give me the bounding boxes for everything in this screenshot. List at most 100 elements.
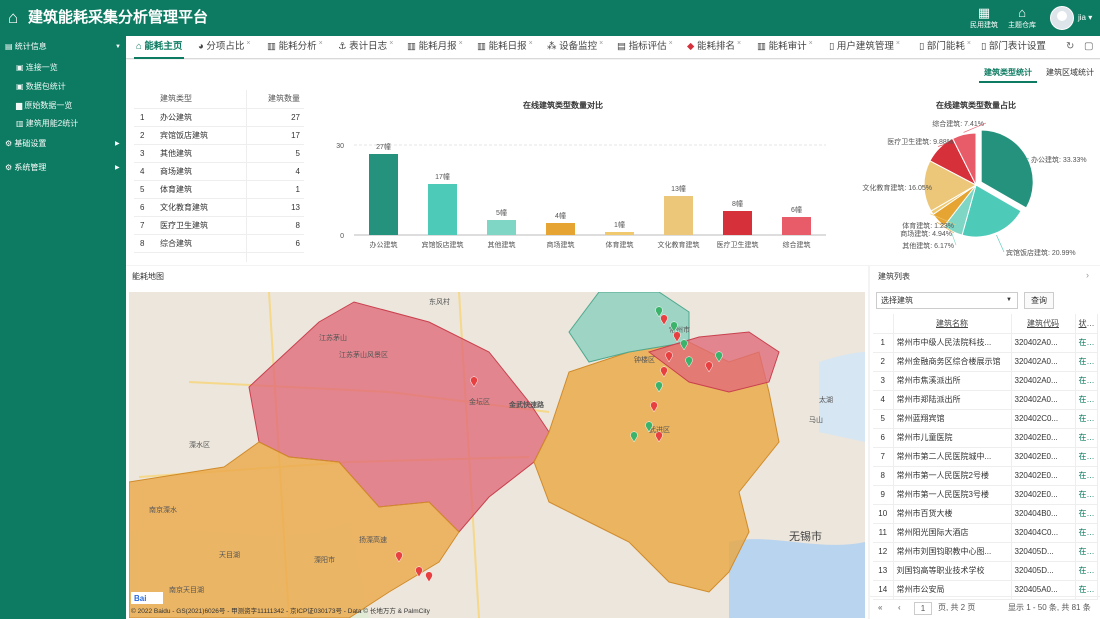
first-page-icon[interactable]: «	[878, 603, 883, 612]
table-row[interactable]: 1 常州市中级人民法院科技... 320402A0... 在线	[873, 333, 1098, 353]
bar[interactable]	[664, 196, 693, 235]
pie-slice[interactable]	[980, 129, 1034, 209]
building-name[interactable]: 常州市公安局	[893, 580, 1012, 600]
bar[interactable]	[487, 220, 516, 235]
menu-base-settings[interactable]: ⚙ 基础设置 ▶	[5, 139, 120, 148]
pie-slice[interactable]	[961, 184, 1022, 238]
building-name[interactable]: 常州市第一人民医院2号楼	[893, 466, 1012, 486]
close-icon[interactable]: ×	[389, 40, 394, 47]
tab-item-ratio[interactable]: ◕ 分项占比 ×	[198, 40, 251, 52]
building-pin-icon[interactable]	[673, 331, 681, 343]
chevron-right-icon[interactable]: ›	[1086, 270, 1089, 280]
building-pin-icon[interactable]	[650, 401, 658, 413]
pie-slice[interactable]	[951, 132, 977, 186]
table-row[interactable]: 12 常州市刘国钧职教中心图... 320405D... 在线	[873, 542, 1098, 562]
building-name[interactable]: 常州金融商务区综合楼展示馆	[893, 352, 1012, 372]
table-row[interactable]: 7 医疗卫生建筑 8	[134, 216, 304, 235]
building-pin-icon[interactable]	[470, 376, 478, 388]
subtab-building-region[interactable]: 建筑区域统计	[1046, 68, 1094, 77]
close-icon[interactable]: ×	[668, 40, 673, 47]
table-row[interactable]: 5 常州蓝翔宾馆 320402C0... 在线	[873, 409, 1098, 429]
close-icon[interactable]: ×	[966, 40, 971, 47]
bar[interactable]	[782, 217, 811, 235]
table-row[interactable]: 7 常州市第二人民医院城中... 320402E0... 在线	[873, 447, 1098, 467]
building-pin-icon[interactable]	[660, 314, 668, 326]
page-input[interactable]: 1	[914, 602, 932, 615]
building-name[interactable]: 常州市焦溪派出所	[893, 371, 1012, 391]
prev-page-icon[interactable]: ‹	[898, 603, 901, 612]
building-name[interactable]: 常州市第一人民医院3号楼	[893, 485, 1012, 505]
col-header-status[interactable]: 状态	[1075, 314, 1098, 334]
building-pin-icon[interactable]	[705, 361, 713, 373]
tab-daily-report[interactable]: ▥ 能耗日报 ×	[477, 40, 533, 52]
building-select[interactable]: 选择建筑 ▼	[876, 292, 1018, 309]
sidebar-item-energy-stats[interactable]: ▥ 建筑用能2统计	[16, 119, 79, 128]
table-row[interactable]: 8 常州市第一人民医院2号楼 320402E0... 在线	[873, 466, 1098, 486]
tab-device-monitor[interactable]: ⁂ 设备监控 ×	[547, 40, 604, 52]
sidebar-item-connections[interactable]: ▣ 连接一览	[16, 63, 58, 72]
avatar[interactable]	[1050, 6, 1074, 30]
sidebar-item-raw-data[interactable]: ▆ 原始数据一览	[16, 101, 73, 110]
table-row[interactable]: 10 常州市百货大楼 320404B0... 在线	[873, 504, 1098, 524]
tab-meter-log[interactable]: ⚓ 表计日志 ×	[338, 40, 394, 52]
close-icon[interactable]: ×	[895, 40, 900, 47]
tab-energy-analysis[interactable]: ▥ 能耗分析 ×	[267, 40, 323, 52]
map-canvas[interactable]: 江苏茅山 东风村 江苏茅山风景区 金坛区 金武快速路 钟楼区 武进区 溧水区 溧…	[129, 292, 865, 618]
energy-map[interactable]: 江苏茅山 东风村 江苏茅山风景区 金坛区 金武快速路 钟楼区 武进区 溧水区 溧…	[129, 292, 865, 618]
building-name[interactable]: 常州市儿童医院	[893, 428, 1012, 448]
tab-home[interactable]: ⌂ 能耗主页	[134, 36, 185, 59]
building-pin-icon[interactable]	[660, 366, 668, 378]
close-icon[interactable]: ×	[808, 40, 813, 47]
building-name[interactable]: 常州阳光国际大酒店	[893, 523, 1012, 543]
building-name[interactable]: 常州市郑陆派出所	[893, 390, 1012, 410]
building-name[interactable]: 常州市刘国钧职教中心图...	[893, 542, 1012, 562]
table-row[interactable]: 4 商场建筑 4	[134, 162, 304, 181]
building-pin-icon[interactable]	[655, 431, 663, 443]
table-row[interactable]: 4 常州市郑陆派出所 320402A0... 在线	[873, 390, 1098, 410]
close-icon[interactable]: ×	[318, 40, 323, 47]
bar[interactable]	[428, 184, 457, 235]
bar[interactable]	[605, 232, 634, 235]
col-header-code[interactable]: 建筑代码	[1011, 314, 1076, 334]
tab-dept-meter-settings[interactable]: ▯ 部门表计设置	[981, 41, 1046, 52]
table-row[interactable]: 6 常州市儿童医院 320402E0... 在线	[873, 428, 1098, 448]
building-pin-icon[interactable]	[630, 431, 638, 443]
close-icon[interactable]: ×	[246, 40, 251, 47]
sidebar-item-packets[interactable]: ▣ 数据包统计	[16, 82, 66, 91]
building-pin-icon[interactable]	[395, 551, 403, 563]
building-name[interactable]: 刘国钧高等职业技术学校	[893, 561, 1012, 581]
table-row[interactable]: 2 常州金融商务区综合楼展示馆 320402A0... 在线	[873, 352, 1098, 372]
table-row[interactable]: 13 刘国钧高等职业技术学校 320405D... 在线	[873, 561, 1098, 581]
table-row[interactable]: 11 常州阳光国际大酒店 320404C0... 在线	[873, 523, 1098, 543]
building-pin-icon[interactable]	[665, 351, 673, 363]
building-pin-icon[interactable]	[715, 351, 723, 363]
building-pin-icon[interactable]	[670, 321, 678, 333]
home-icon[interactable]: ⌂	[8, 8, 19, 27]
civil-building-button[interactable]: ▦ 民用建筑	[964, 4, 1004, 31]
map-region-tianning[interactable]	[647, 331, 780, 393]
building-name[interactable]: 常州市中级人民法院科技...	[893, 333, 1012, 353]
table-row[interactable]: 3 常州市焦溪派出所 320402A0... 在线	[873, 371, 1098, 391]
bar[interactable]	[723, 211, 752, 235]
table-row[interactable]: 8 综合建筑 6	[134, 234, 304, 253]
theme-repo-button[interactable]: ⌂ 主题仓库	[1002, 4, 1042, 31]
subtab-building-type[interactable]: 建筑类型统计	[979, 63, 1037, 83]
tab-dept-energy[interactable]: ▯ 部门能耗 ×	[919, 40, 971, 52]
building-name[interactable]: 常州市百货大楼	[893, 504, 1012, 524]
query-button[interactable]: 查询	[1024, 292, 1054, 309]
building-pin-icon[interactable]	[645, 421, 653, 433]
tab-energy-audit[interactable]: ▥ 能耗审计 ×	[757, 40, 813, 52]
table-row[interactable]: 2 宾馆饭店建筑 17	[134, 126, 304, 145]
table-row[interactable]: 3 其他建筑 5	[134, 144, 304, 163]
bar[interactable]	[546, 223, 575, 235]
menu-stats[interactable]: ▤ 统计信息 ▼	[5, 42, 121, 51]
close-icon[interactable]: ×	[599, 40, 604, 47]
building-pin-icon[interactable]	[685, 356, 693, 368]
user-menu[interactable]: jia ▾	[1078, 13, 1093, 22]
refresh-icon[interactable]: ↻	[1066, 41, 1075, 52]
bar[interactable]	[369, 154, 398, 235]
building-pin-icon[interactable]	[415, 566, 423, 578]
table-row[interactable]: 5 体育建筑 1	[134, 180, 304, 199]
tab-indicator-eval[interactable]: ▤ 指标评估 ×	[617, 40, 673, 52]
tab-energy-rank[interactable]: ◆ 能耗排名 ×	[687, 40, 742, 52]
